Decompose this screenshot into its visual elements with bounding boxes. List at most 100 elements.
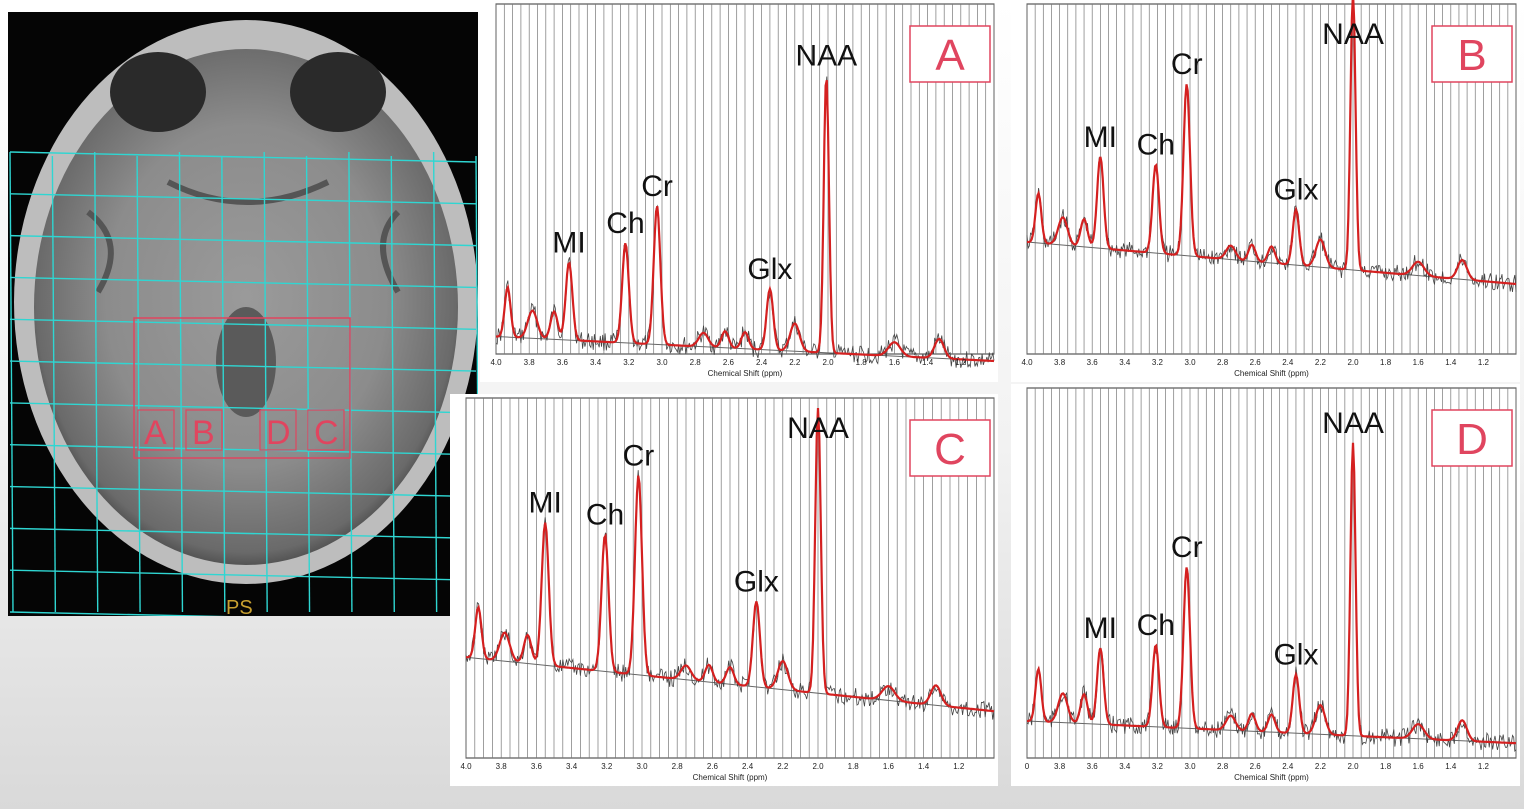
fitted-spectrum-line [466, 408, 995, 713]
x-tick-label: 3.0 [1184, 358, 1196, 367]
grid-line-horizontal [9, 276, 477, 289]
x-tick-label: 2.4 [756, 358, 768, 367]
roi-rectangle [133, 317, 351, 459]
x-tick-label: 1.6 [883, 762, 895, 771]
x-tick-label: 2.0 [822, 358, 834, 367]
grid-line-horizontal [9, 151, 477, 163]
x-tick-label: 3.0 [656, 358, 668, 367]
x-tick-label: 1.4 [918, 762, 930, 771]
x-tick-label: 1.6 [1413, 358, 1425, 367]
x-tick-label: 1.8 [1380, 762, 1392, 771]
x-tick-label: 1.2 [1478, 762, 1490, 771]
mri-orientation-mark: PS [226, 597, 253, 616]
fitted-spectrum-line [496, 79, 995, 363]
grid-line-vertical [51, 155, 57, 613]
raw-spectrum-line [1026, 447, 1517, 752]
x-tick-label: 1.4 [1445, 762, 1457, 771]
panel-letter: D [1456, 415, 1488, 464]
peak-label-ch: Ch [586, 499, 624, 532]
x-tick-label: 3.8 [1054, 762, 1066, 771]
grid-line-horizontal [9, 485, 477, 498]
x-tick-label: 0 [1025, 762, 1030, 771]
roi-label: B [192, 414, 215, 452]
orbit-left [110, 52, 206, 132]
x-tick-label: 3.8 [1054, 358, 1066, 367]
x-axis-label: Chemical Shift (ppm) [1234, 773, 1309, 782]
x-tick-label: 3.2 [601, 762, 613, 771]
x-tick-label: 2.8 [1217, 762, 1229, 771]
x-tick-label: 3.2 [1152, 358, 1164, 367]
fitted-spectrum-line [1027, 442, 1517, 745]
x-tick-label: 2.2 [777, 762, 789, 771]
peak-label-glx: Glx [734, 565, 779, 598]
grid-line-vertical [9, 151, 14, 613]
grid-line-horizontal [9, 444, 477, 456]
x-tick-label: 2.6 [1250, 358, 1262, 367]
x-tick-label: 2.8 [1217, 358, 1229, 367]
x-tick-label: 3.6 [531, 762, 543, 771]
roi-box [307, 409, 345, 451]
x-tick-label: 1.8 [1380, 358, 1392, 367]
spectrum-panel-c: MI Ch Cr Glx NAA 4.0 3.8 3.6 3.4 3.2 3.0 2.8 2.6 2.4 2… [450, 394, 998, 786]
peak-label-mi: MI [1084, 121, 1117, 154]
spectrum-svg-c: MI Ch Cr Glx NAA 4.0 3.8 3.6 3.4 3.2 3.0 2.8 2.6 2.4 2… [460, 397, 995, 782]
x-tick-label: 3.6 [557, 358, 569, 367]
x-tick-label: 3.2 [1152, 762, 1164, 771]
x-tick-label: 2.0 [1347, 762, 1359, 771]
x-tick-label: 2.2 [789, 358, 801, 367]
x-tick-label: 1.6 [889, 358, 901, 367]
roi-label: D [266, 414, 291, 452]
peak-label-cr: Cr [641, 170, 673, 203]
panel-letter-box [1431, 409, 1513, 467]
spectrum-svg-a: MI Ch Cr Glx NAA 4.0 3.8 3.6 3.4 3.2 3.0 2.8 2.6 2.4 2… [490, 3, 995, 378]
spectrum-panel-a: MI Ch Cr Glx NAA 4.0 3.8 3.6 3.4 3.2 3.0 2.8 2.6 2.4 2… [480, 0, 998, 382]
roi-label: C [314, 414, 339, 452]
peak-label-ch: Ch [1137, 609, 1175, 642]
roi-box [185, 409, 223, 451]
grid-line-horizontal [9, 193, 477, 205]
x-tick-label: 2.4 [1282, 762, 1294, 771]
voxel-grid [9, 151, 478, 616]
grid-line-horizontal [9, 360, 477, 372]
x-tick-label: 3.8 [524, 358, 536, 367]
x-tick-label: 2.0 [1347, 358, 1359, 367]
peak-label-glx: Glx [1273, 639, 1318, 672]
peak-label-glx: Glx [747, 253, 792, 286]
x-tick-label: 2.2 [1315, 762, 1327, 771]
ventricle [216, 307, 276, 417]
grid-line-vertical [94, 151, 99, 613]
x-tick-label: 3.0 [636, 762, 648, 771]
x-tick-label: 1.8 [856, 358, 868, 367]
x-tick-label: 2.4 [742, 762, 754, 771]
x-tick-label: 4.0 [1021, 358, 1033, 367]
peak-label-naa: NAA [1322, 407, 1384, 440]
x-tick-label: 2.6 [723, 358, 735, 367]
peak-label-mi: MI [552, 226, 585, 259]
grid-line-horizontal [9, 611, 230, 616]
x-tick-label: 3.4 [1119, 762, 1131, 771]
roi-box [259, 409, 297, 451]
peak-label-naa: NAA [787, 412, 849, 445]
x-tick-label: 2.8 [690, 358, 702, 367]
x-tick-label: 1.2 [953, 762, 965, 771]
peak-label-naa: NAA [1322, 18, 1384, 51]
x-tick-label: 2.6 [707, 762, 719, 771]
x-tick-label: 4.0 [490, 358, 502, 367]
peak-label-naa: NAA [795, 40, 857, 73]
fitted-spectrum-line [1027, 0, 1517, 286]
x-axis-label: Chemical Shift (ppm) [708, 369, 783, 378]
x-tick-label: 3.2 [623, 358, 635, 367]
x-tick-label: 1.6 [1413, 762, 1425, 771]
grid-line-horizontal [9, 234, 477, 247]
grid-line-vertical [475, 155, 478, 567]
grid-line-vertical [263, 151, 268, 613]
roi-label: A [144, 414, 167, 452]
spectrum-panel-b: MI Ch Cr Glx NAA 4.0 3.8 3.6 3.4 3.2 3.0 2.8 2.6 2.4 2… [1011, 0, 1520, 382]
orbit-right [290, 52, 386, 132]
peak-label-cr: Cr [1171, 48, 1203, 81]
grid-line-horizontal [9, 569, 477, 581]
grid-line-vertical [136, 155, 141, 613]
